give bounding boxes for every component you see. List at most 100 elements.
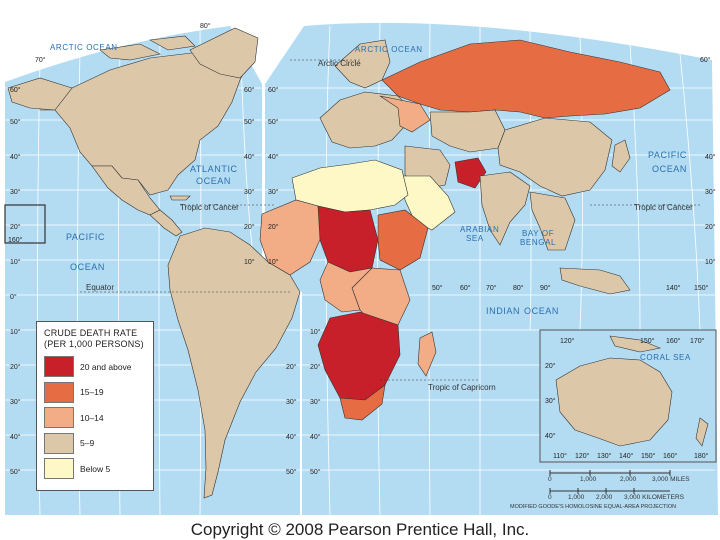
svg-text:0°: 0° xyxy=(10,293,17,301)
ethiopia-horn xyxy=(377,209,429,271)
svg-text:80°: 80° xyxy=(513,284,524,292)
svg-text:10°: 10° xyxy=(310,328,321,336)
indonesia xyxy=(559,267,631,295)
svg-text:180°: 180° xyxy=(694,452,709,460)
svg-text:70°: 70° xyxy=(486,284,497,292)
svg-text:50°: 50° xyxy=(10,468,21,476)
hawaii-inset xyxy=(4,204,46,244)
svg-text:130°: 130° xyxy=(597,452,612,460)
svg-text:30°: 30° xyxy=(545,397,556,405)
svg-text:10°: 10° xyxy=(10,258,21,266)
legend-item: Below 5 xyxy=(44,456,147,482)
svg-text:20°: 20° xyxy=(244,223,255,231)
svg-text:20°: 20° xyxy=(545,362,556,370)
svg-text:170°: 170° xyxy=(690,337,705,345)
scale-miles-2: 2,000 xyxy=(620,476,637,483)
india xyxy=(479,171,531,246)
svg-text:30°: 30° xyxy=(310,398,321,406)
svg-text:90°: 90° xyxy=(540,284,551,292)
svg-text:30°: 30° xyxy=(10,188,21,196)
svg-text:20°: 20° xyxy=(10,223,21,231)
arctic-islands xyxy=(99,35,196,61)
new-zealand xyxy=(695,417,709,447)
saudi-arabia xyxy=(401,175,456,231)
russia xyxy=(381,39,671,119)
svg-text:20°: 20° xyxy=(705,223,716,231)
legend-rows: 20 and above 15–19 10–14 5–9 Below 5 xyxy=(44,354,147,482)
bay-of-bengal-label: BAY OF xyxy=(522,229,554,238)
svg-text:160°: 160° xyxy=(663,452,678,460)
svg-text:40°: 40° xyxy=(705,153,716,161)
arabian-sea-label-2: SEA xyxy=(466,234,484,243)
special-lines xyxy=(80,59,700,381)
copyright-text: Copyright © 2008 Pearson Prentice Hall, … xyxy=(190,520,530,539)
tropic-of-capricorn-label: Tropic of Capricorn xyxy=(428,383,496,392)
degree-top: 80° xyxy=(200,22,211,30)
tropic-of-cancer-label-e: Tropic of Cancer xyxy=(634,203,693,212)
svg-text:30°: 30° xyxy=(268,188,279,196)
svg-text:10°: 10° xyxy=(705,258,716,266)
north-america xyxy=(7,27,259,237)
svg-text:40°: 40° xyxy=(310,433,321,441)
legend-label: 10–14 xyxy=(80,412,104,423)
africa xyxy=(259,159,437,421)
atlantic-ocean-label: ATLANTIC xyxy=(190,164,238,174)
svg-text:20°: 20° xyxy=(310,363,321,371)
svg-text:160°: 160° xyxy=(666,337,681,345)
legend-swatch xyxy=(44,381,74,403)
svg-text:30°: 30° xyxy=(286,398,297,406)
legend-swatch xyxy=(44,458,74,480)
svg-text:140°: 140° xyxy=(619,452,634,460)
legend-title: CRUDE DEATH RATE xyxy=(44,328,138,338)
central-africa-congo xyxy=(319,261,373,313)
degree-left-lon: 160° xyxy=(8,236,23,244)
svg-text:150°: 150° xyxy=(694,284,709,292)
projection-label: MODIFIED GOODE'S HOMOLOSINE EQUAL-AREA P… xyxy=(510,504,677,510)
pacific-ocean-label-e: PACIFIC xyxy=(648,150,687,160)
papua xyxy=(609,335,662,353)
legend-item: 15–19 xyxy=(44,380,147,406)
svg-text:60°: 60° xyxy=(244,86,255,94)
legend-swatch xyxy=(44,356,74,378)
eurasia xyxy=(319,39,671,295)
atlantic-ocean-label-2: OCEAN xyxy=(196,176,231,186)
legend-label: Below 5 xyxy=(80,463,111,474)
svg-text:40°: 40° xyxy=(545,432,556,440)
mongolia-china xyxy=(497,117,613,197)
svg-text:50°: 50° xyxy=(432,284,443,292)
legend-item: 10–14 xyxy=(44,405,147,431)
cuba xyxy=(169,195,191,201)
legend-label: 5–9 xyxy=(80,438,95,449)
australia xyxy=(555,357,673,447)
svg-text:40°: 40° xyxy=(268,153,279,161)
svg-text:120°: 120° xyxy=(560,337,575,345)
japan xyxy=(611,139,631,173)
svg-text:150°: 150° xyxy=(641,452,656,460)
legend-label: 20 and above xyxy=(80,361,132,372)
svg-text:50°: 50° xyxy=(310,468,321,476)
svg-text:20°: 20° xyxy=(286,363,297,371)
degree-labels: 80° 60° 160° 70° 60° 50° 40° 30° 20° 10°… xyxy=(8,22,716,476)
australia-inset xyxy=(539,329,717,463)
coral-sea-label: CORAL SEA xyxy=(640,353,691,362)
svg-text:150°: 150° xyxy=(640,337,655,345)
south-america-main xyxy=(167,227,301,499)
svg-text:30°: 30° xyxy=(244,188,255,196)
arctic-ocean-label-e: ARCTIC OCEAN xyxy=(355,45,423,54)
bay-of-bengal-label-2: BENGAL xyxy=(520,238,556,247)
eastern-europe xyxy=(379,95,431,133)
indian-ocean-label: INDIAN xyxy=(486,306,520,316)
svg-text:60°: 60° xyxy=(460,284,471,292)
pacific-ocean-label-w-2: OCEAN xyxy=(70,262,105,272)
svg-text:50°: 50° xyxy=(244,118,255,126)
central-america xyxy=(149,209,183,237)
svg-text:40°: 40° xyxy=(286,433,297,441)
legend-label: 15–19 xyxy=(80,387,104,398)
svg-text:30°: 30° xyxy=(705,188,716,196)
pacific-ocean-label-w: PACIFIC xyxy=(66,232,105,242)
scale-km-3: 3,000 KILOMETERS xyxy=(624,494,684,501)
alaska xyxy=(7,77,73,111)
legend-item: 5–9 xyxy=(44,431,147,457)
scale-miles-1: 1,000 xyxy=(580,476,597,483)
svg-text:50°: 50° xyxy=(286,468,297,476)
